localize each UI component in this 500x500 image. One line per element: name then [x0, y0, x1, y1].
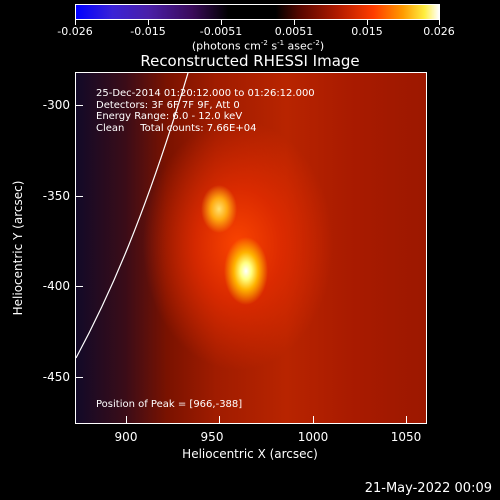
- y-tick-label: -350: [42, 189, 70, 203]
- x-tick: [219, 416, 220, 424]
- x-axis-label: Heliocentric X (arcsec): [182, 447, 318, 461]
- colorbar-tick-label: 0.026: [423, 25, 455, 38]
- y-tick-label: -300: [42, 98, 70, 112]
- x-tick: [406, 416, 407, 424]
- x-tick-label: 950: [200, 430, 224, 444]
- image-title: Reconstructed RHESSI Image: [140, 52, 360, 70]
- info-counts: Clean Total counts: 7.66E+04: [96, 122, 257, 134]
- info-text: 25-Dec-2014 01:20:12.000 to 01:26:12.000…: [96, 88, 315, 134]
- colorbar-units: (photons cm-2 s-1 asec-2): [191, 39, 325, 53]
- colorbar-tick-label: -0.0051: [199, 25, 243, 38]
- colorbar-tick-label: -0.015: [130, 25, 166, 38]
- y-axis-label: Heliocentric Y (arcsec): [11, 180, 25, 316]
- y-tick: [75, 377, 83, 378]
- colorbar-tick-label: 0.0051: [274, 25, 314, 38]
- x-tick-label: 1050: [390, 430, 422, 444]
- limb-line: [76, 73, 189, 359]
- y-tick: [75, 196, 83, 197]
- colorbar-tick-label: 0.015: [351, 25, 383, 38]
- y-tick-label: -450: [42, 370, 70, 384]
- rhessi-image: 25-Dec-2014 01:20:12.000 to 01:26:12.000…: [75, 72, 427, 424]
- colorbar-tick-label: -0.026: [57, 25, 93, 38]
- x-tick: [313, 416, 314, 424]
- y-tick: [75, 286, 83, 287]
- colorbar-tick: [148, 20, 149, 25]
- date-stamp: 21-May-2022 00:09: [364, 481, 492, 496]
- y-tick: [75, 105, 83, 106]
- info-detectors: Detectors: 3F 6F 7F 9F, Att 0: [96, 99, 240, 111]
- colorbar-tick: [294, 20, 295, 25]
- x-tick-label: 1000: [297, 430, 329, 444]
- peak-position-text: Position of Peak = [966,-388]: [96, 399, 243, 410]
- colorbar-tick: [439, 20, 440, 25]
- info-energy-range: Energy Range: 6.0 - 12.0 keV: [96, 111, 243, 122]
- colorbar-tick: [367, 20, 368, 25]
- colorbar-tick: [75, 20, 76, 25]
- colorbar-tick: [221, 20, 222, 25]
- y-tick-label: -400: [42, 279, 70, 293]
- x-tick: [126, 416, 127, 424]
- info-time-range: 25-Dec-2014 01:20:12.000 to 01:26:12.000: [96, 88, 315, 99]
- x-tick-label: 900: [114, 430, 138, 444]
- colorbar: [75, 4, 440, 20]
